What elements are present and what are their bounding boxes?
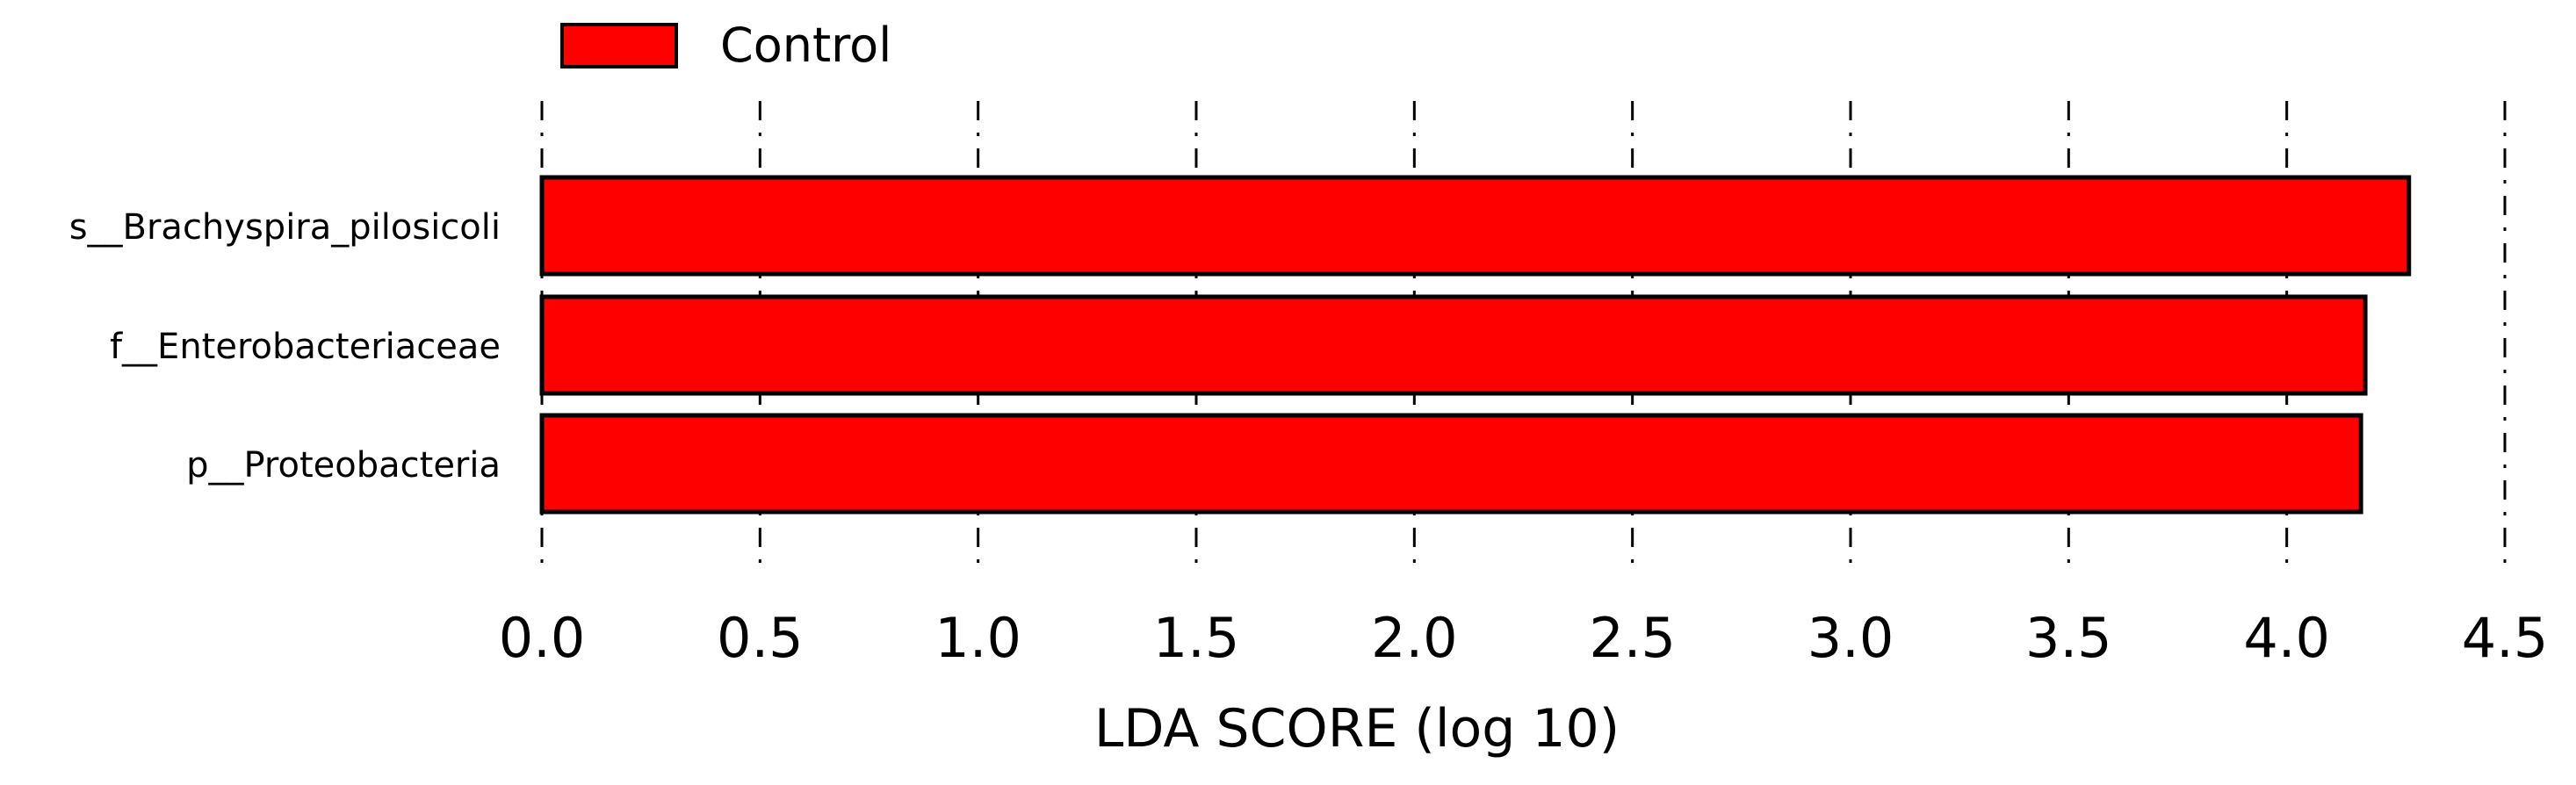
x-axis-title: LDA SCORE (log 10) [1094, 698, 1620, 760]
legend-swatch-control [560, 23, 678, 68]
x-tick-label: 1.5 [1153, 606, 1240, 670]
x-tick-label: 1.0 [934, 606, 1021, 670]
x-tick-label: 4.0 [2243, 606, 2330, 670]
bar [539, 413, 2363, 515]
category-label: f__Enterobacteriaceae [110, 327, 501, 367]
x-tick-label: 4.5 [2462, 606, 2549, 670]
legend-label-control: Control [720, 18, 891, 73]
category-label-layer: s__Brachyspira_pilosicoli f__Enterobacter… [69, 207, 501, 486]
x-tick-label: 0.0 [499, 606, 586, 670]
bar-layer [539, 175, 2412, 515]
bar [539, 294, 2368, 396]
bar [539, 175, 2412, 277]
category-label: s__Brachyspira_pilosicoli [69, 207, 501, 248]
legend: Control [560, 18, 891, 73]
x-tick-label-layer: 0.0 0.5 1.0 1.5 2.0 2.5 3.0 3.5 4.0 4.5 [499, 606, 2549, 670]
x-tick-label: 2.5 [1589, 606, 1676, 670]
x-tick-label: 3.0 [1808, 606, 1894, 670]
x-tick-label: 3.5 [2025, 606, 2112, 670]
x-tick-label: 2.0 [1371, 606, 1458, 670]
category-label: p__Proteobacteria [186, 445, 501, 486]
x-tick-label: 0.5 [717, 606, 804, 670]
